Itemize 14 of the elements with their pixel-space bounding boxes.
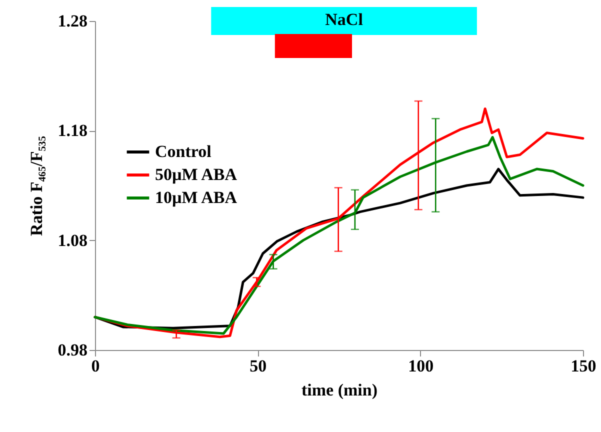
y-axis-title: Ratio F₄₆₅/F₅₃₅ [26, 136, 46, 236]
legend-label: 10µM ABA [155, 188, 238, 207]
y-tick-label: 1.18 [58, 121, 88, 140]
legend-label: Control [155, 142, 212, 161]
y-tick-label: 1.28 [58, 12, 88, 30]
y-tick-label: 0.98 [58, 340, 88, 360]
x-tick-label: 50 [250, 356, 267, 376]
x-tick-label: 150 [570, 356, 596, 376]
y-tick-label: 1.08 [58, 230, 88, 250]
legend-label: 50µM ABA [155, 165, 238, 184]
x-tick-label: 0 [91, 356, 100, 376]
x-tick-label: 100 [408, 356, 434, 376]
x-axis-title: time (min) [301, 380, 378, 400]
band-label: NaCl [325, 10, 364, 29]
